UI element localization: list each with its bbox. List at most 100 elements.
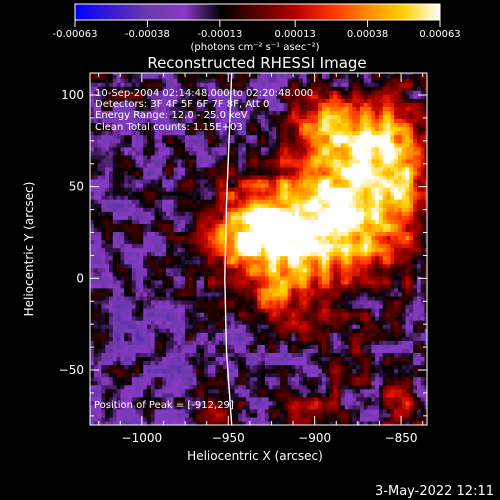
heatmap-cell [268,316,274,321]
heatmap-cell [101,404,106,410]
heatmap-cell [90,360,95,366]
heatmap-cell [196,348,201,353]
heatmap-cell [196,291,201,297]
heatmap-cell [287,142,293,148]
heatmap-cell [109,170,114,176]
heatmap-cell [112,324,118,329]
heatmap-cell [200,215,205,220]
heatmap-cell [230,207,236,212]
heatmap-cell [261,215,266,220]
heatmap-cell [124,251,129,257]
heatmap-cell [158,340,163,345]
heatmap-cell [276,279,281,285]
heatmap-cell [177,162,182,168]
heatmap-cell [249,98,255,103]
heatmap-cell [105,150,110,156]
heatmap-cell [188,259,194,265]
heatmap-cell [154,134,160,140]
heatmap-cell [147,211,152,216]
heatmap-cell [173,102,179,107]
heatmap-cell [261,247,266,253]
heatmap-cell [291,102,296,107]
heatmap-cell [245,364,251,370]
heatmap-cell [219,106,224,111]
heatmap-cell [116,344,122,349]
heatmap-cell [276,304,281,309]
heatmap-cell [226,187,232,192]
heatmap-cell [280,150,285,156]
heatmap-cell [101,90,106,95]
heatmap-cell [154,187,160,192]
heatmap-cell [166,243,171,249]
heatmap-cell [261,162,266,168]
heatmap-cell [264,158,270,164]
heatmap-cell [215,178,220,184]
heatmap-cell [124,304,129,309]
heatmap-cell [131,255,137,261]
heatmap-cell [177,178,182,184]
heatmap-cell [291,183,296,188]
heatmap-cell [131,259,137,265]
heatmap-cell [200,275,205,281]
heatmap-cell [242,207,247,212]
heatmap-cell [204,316,209,321]
heatmap-cell [169,400,175,406]
heatmap-cell [226,408,232,414]
heatmap-cell [169,344,175,349]
heatmap-cell [139,178,144,184]
heatmap-cell [219,118,224,124]
heatmap-cell [268,199,274,204]
heatmap-cell [268,231,274,237]
heatmap-cell [295,199,300,204]
heatmap-cell [169,348,175,353]
heatmap-cell [93,295,99,301]
heatmap-cell [276,356,281,362]
heatmap-cell [143,231,148,237]
heatmap-cell [162,170,167,176]
heatmap-cell [112,255,118,261]
heatmap-cell [192,344,198,349]
heatmap-cell [185,336,190,341]
heatmap-cell [261,174,266,180]
heatmap-cell [253,316,258,321]
heatmap-cell [261,392,266,398]
heatmap-cell [215,392,220,398]
heatmap-cell [257,344,262,349]
heatmap-cell [150,380,156,386]
heatmap-cell [128,211,133,216]
heatmap-cell [112,162,118,168]
heatmap-cell [257,259,262,265]
heatmap-cell [230,106,236,111]
heatmap-cell [276,287,281,293]
heatmap-cell [162,328,167,333]
heatmap-cell [211,235,217,241]
heatmap-cell [116,312,122,317]
heatmap-cell [219,183,224,188]
heatmap-cell [268,364,274,370]
heatmap-cell [109,73,114,75]
heatmap-cell [261,142,266,148]
heatmap-cell [131,304,137,309]
heatmap-cell [302,239,308,245]
heatmap-cell [226,178,232,184]
heatmap-cell [143,283,148,289]
heatmap-cell [112,372,118,378]
heatmap-cell [105,352,110,358]
heatmap-cell [291,223,296,228]
heatmap-cell [268,211,274,216]
heatmap-cell [112,199,118,204]
heatmap-cell [169,408,175,414]
heatmap-cell [207,420,213,425]
heatmap-cell [226,271,232,277]
heatmap-cell [211,187,217,192]
heatmap-cell [207,74,213,79]
heatmap-cell [90,332,95,337]
heatmap-cell [154,166,160,172]
heatmap-cell [299,183,304,188]
heatmap-cell [295,126,300,132]
heatmap-cell [128,344,133,349]
heatmap-cell [268,174,274,180]
heatmap-cell [128,106,133,111]
heatmap-cell [124,380,129,386]
heatmap-cell [242,110,247,116]
